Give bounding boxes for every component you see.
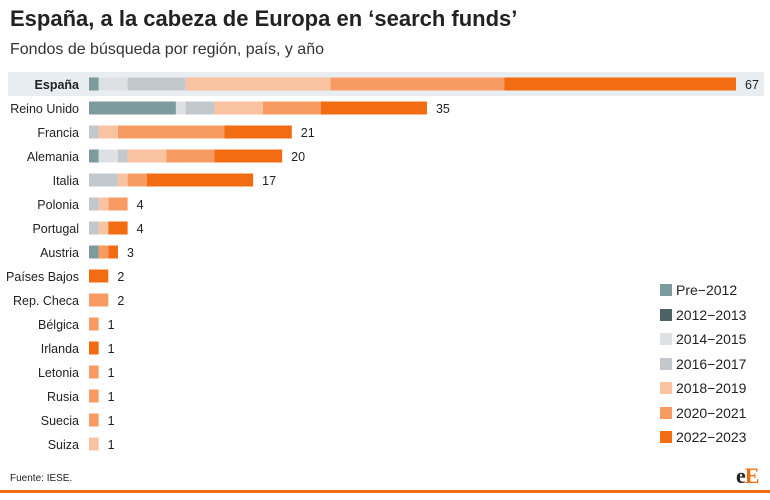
bar-segment-reino-unido-2 [175, 101, 186, 115]
total-label-suiza: 1 [108, 438, 115, 452]
category-label-suecia: Suecia [41, 414, 79, 428]
bar-segment-rep-checa-5 [89, 293, 109, 307]
bar-segment-suiza-4 [89, 437, 99, 451]
total-label-reino-unido: 35 [436, 102, 450, 116]
bar-segment-reino-unido-5 [262, 101, 321, 115]
total-label-portugal: 4 [137, 222, 144, 236]
legend-label-5: 2020−2021 [676, 404, 747, 421]
category-label-reino-unido: Reino Unido [10, 102, 79, 116]
bar-segment-reino-unido-0 [89, 101, 176, 115]
bar-segment-polonia-5 [108, 197, 128, 211]
category-label-italia: Italia [53, 174, 79, 188]
total-label-rep-checa: 2 [117, 294, 124, 308]
category-label-austria: Austria [40, 246, 79, 260]
bar-segment-reino-unido-4 [214, 101, 263, 115]
bar-segment-españa-3 [127, 77, 186, 91]
category-label-alemania: Alemania [27, 150, 79, 164]
bar-segment-alemania-4 [127, 149, 167, 163]
total-label-italia: 17 [262, 174, 276, 188]
legend-swatch-5 [660, 406, 672, 419]
legend-label-4: 2018−2019 [676, 380, 747, 396]
bar-segment-polonia-4 [98, 197, 109, 211]
total-label-alemania: 20 [291, 150, 305, 164]
bar-segment-rusia-5 [89, 389, 99, 403]
total-label-bélgica: 1 [108, 318, 115, 332]
bar-segment-bélgica-5 [89, 317, 99, 331]
category-label-bélgica: Bélgica [38, 318, 79, 332]
total-label-países-bajos: 2 [117, 270, 124, 284]
total-label-irlanda: 1 [108, 342, 115, 356]
bar-segment-italia-4 [117, 173, 128, 187]
category-label-suiza: Suiza [48, 438, 79, 452]
legend-swatch-6 [660, 431, 672, 443]
bar-segment-austria-6 [108, 245, 118, 259]
legend-swatch-0 [660, 284, 672, 296]
category-label-países-bajos: Países Bajos [6, 270, 79, 284]
bar-segment-irlanda-6 [89, 341, 99, 355]
category-label-portugal: Portugal [32, 222, 79, 236]
bar-segment-reino-unido-3 [185, 101, 215, 115]
source-note: Fuente: IESE. [10, 473, 73, 484]
bar-segment-polonia-3 [89, 197, 99, 211]
bar-segment-austria-5 [98, 245, 109, 259]
legend-swatch-1 [660, 308, 672, 321]
bar-segment-españa-6 [504, 77, 736, 91]
legend-swatch-2 [660, 333, 672, 345]
category-label-españa: España [35, 78, 81, 92]
category-label-rep-checa: Rep. Checa [13, 294, 79, 308]
legend-label-2: 2014−2015 [676, 331, 747, 347]
bar-segment-portugal-6 [108, 221, 128, 235]
category-label-irlanda: Irlanda [41, 342, 79, 356]
bar-segment-francia-6 [224, 125, 292, 139]
bar-segment-alemania-0 [89, 149, 99, 163]
category-label-francia: Francia [37, 126, 79, 140]
total-label-rusia: 1 [108, 390, 115, 404]
total-label-suecia: 1 [108, 414, 115, 428]
bar-segment-austria-0 [89, 245, 99, 259]
legend-label-1: 2012−2013 [676, 306, 747, 323]
category-label-polonia: Polonia [37, 198, 79, 212]
total-label-letonia: 1 [108, 366, 115, 380]
bar-segment-suecia-5 [89, 413, 99, 427]
legend-label-6: 2022−2023 [676, 429, 747, 445]
legend-swatch-4 [660, 382, 672, 394]
bar-segment-francia-3 [89, 125, 99, 139]
bar-segment-portugal-3 [89, 221, 99, 235]
category-label-rusia: Rusia [47, 390, 79, 404]
bar-segment-italia-3 [89, 173, 118, 187]
bar-segment-italia-6 [146, 173, 254, 187]
bar-segment-españa-4 [185, 77, 331, 91]
legend-label-0: Pre−2012 [676, 282, 738, 298]
legend-swatch-3 [660, 357, 672, 370]
bar-segment-letonia-5 [89, 365, 99, 379]
chart-title: España, a la cabeza de Europa en ‘search… [10, 6, 518, 31]
total-label-austria: 3 [127, 246, 134, 260]
total-label-polonia: 4 [137, 198, 144, 212]
total-label-francia: 21 [301, 126, 315, 140]
legend-label-3: 2016−2017 [676, 355, 747, 372]
bar-segment-portugal-4 [98, 221, 109, 235]
bar-segment-reino-unido-6 [320, 101, 427, 115]
bar-segment-alemania-2 [98, 149, 118, 163]
category-label-letonia: Letonia [38, 366, 79, 380]
bar-segment-españa-0 [89, 77, 99, 91]
total-label-españa: 67 [745, 78, 759, 92]
bar-segment-francia-4 [98, 125, 118, 139]
bar-segment-francia-5 [117, 125, 225, 139]
bar-segment-italia-5 [127, 173, 147, 187]
bar-segment-alemania-6 [214, 149, 283, 163]
bar-segment-españa-5 [330, 77, 505, 91]
publisher-logo: eE [736, 463, 759, 488]
bar-segment-países-bajos-6 [89, 269, 109, 283]
bar-segment-alemania-3 [117, 149, 128, 163]
chart-subtitle: Fondos de búsqueda por región, país, y a… [10, 41, 324, 58]
bar-segment-alemania-5 [166, 149, 215, 163]
bar-segment-españa-2 [98, 77, 128, 91]
bottom-accent-rule [0, 490, 770, 493]
